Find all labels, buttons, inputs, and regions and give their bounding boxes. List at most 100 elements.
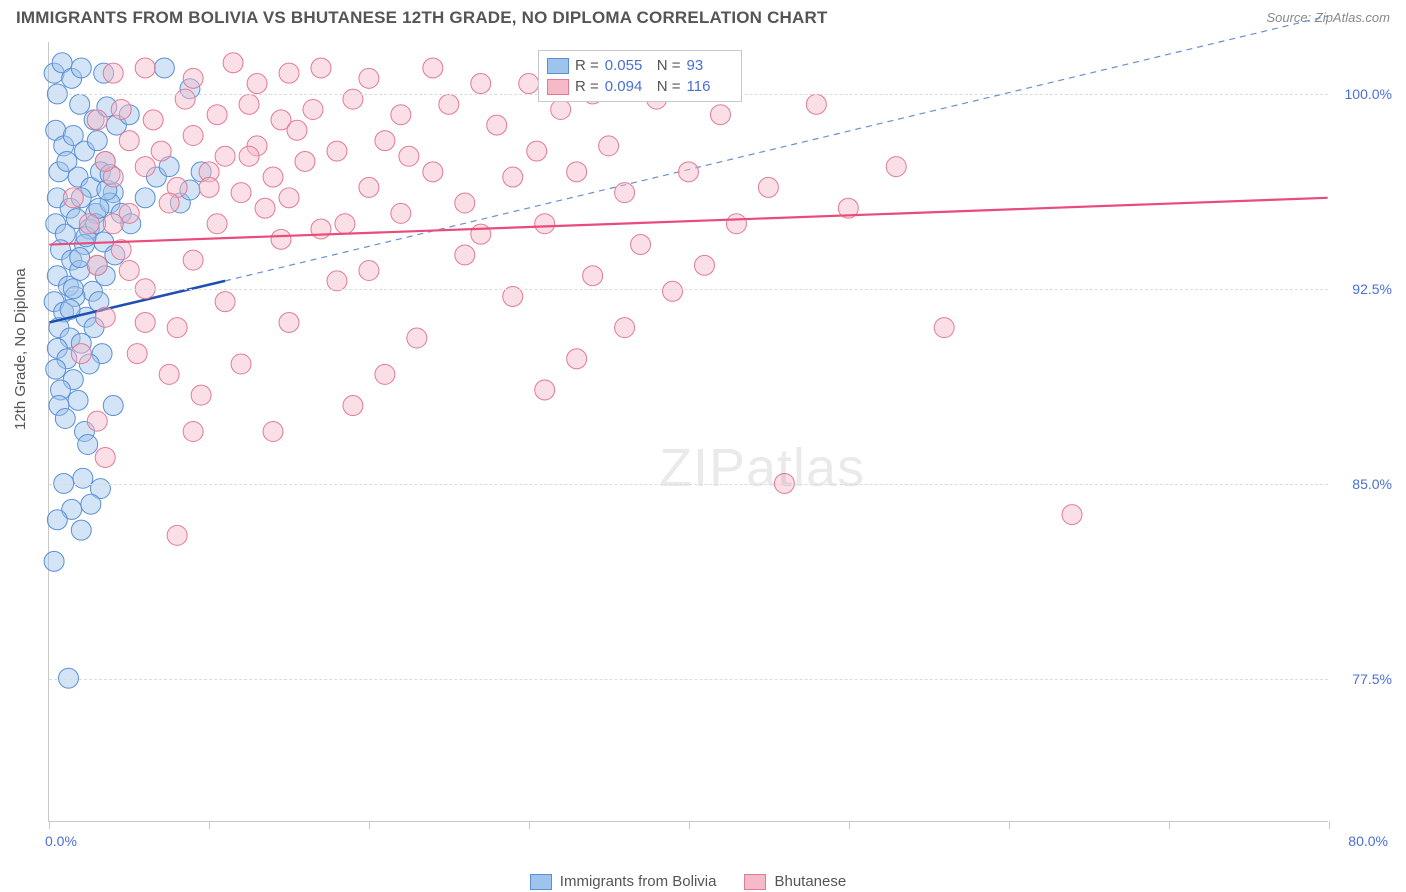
- n-label: N =: [657, 57, 681, 74]
- data-point: [615, 183, 635, 203]
- xtick: [529, 821, 530, 829]
- ytick-label: 100.0%: [1345, 86, 1392, 102]
- data-point: [119, 131, 139, 151]
- data-point: [87, 110, 107, 130]
- data-point: [119, 261, 139, 281]
- data-point: [215, 292, 235, 312]
- data-point: [455, 245, 475, 265]
- data-point: [631, 235, 651, 255]
- xtick: [49, 821, 50, 829]
- xtick: [689, 821, 690, 829]
- data-point: [70, 248, 90, 268]
- data-point: [279, 188, 299, 208]
- swatch-icon: [530, 874, 552, 890]
- data-point: [191, 385, 211, 405]
- data-point: [255, 198, 275, 218]
- data-point: [231, 183, 251, 203]
- n-value: 93: [687, 57, 733, 74]
- legend-stats: R = 0.055 N = 93 R = 0.094 N = 116: [538, 50, 742, 102]
- swatch-icon: [547, 79, 569, 95]
- data-point: [343, 396, 363, 416]
- r-label: R =: [575, 57, 599, 74]
- data-point: [375, 131, 395, 151]
- data-point: [263, 422, 283, 442]
- gridline: [49, 484, 1328, 485]
- ytick-label: 77.5%: [1352, 671, 1392, 687]
- legend-item: Immigrants from Bolivia: [530, 873, 717, 890]
- data-point: [103, 214, 123, 234]
- data-point: [207, 105, 227, 125]
- data-point: [199, 177, 219, 197]
- data-point: [159, 364, 179, 384]
- data-point: [46, 359, 66, 379]
- data-point: [886, 157, 906, 177]
- data-point: [127, 344, 147, 364]
- data-point: [183, 422, 203, 442]
- data-point: [47, 510, 67, 530]
- xtick: [209, 821, 210, 829]
- data-point: [135, 157, 155, 177]
- data-point: [375, 364, 395, 384]
- data-point: [567, 162, 587, 182]
- data-point: [615, 318, 635, 338]
- data-point: [70, 94, 90, 114]
- swatch-icon: [547, 58, 569, 74]
- data-point: [87, 131, 107, 151]
- data-point: [81, 494, 101, 514]
- data-point: [103, 63, 123, 83]
- data-point: [359, 68, 379, 88]
- data-point: [407, 328, 427, 348]
- swatch-icon: [744, 874, 766, 890]
- ytick-label: 92.5%: [1352, 281, 1392, 297]
- y-axis-label: 12th Grade, No Diploma: [12, 268, 29, 430]
- data-point: [263, 167, 283, 187]
- data-point: [215, 146, 235, 166]
- data-point: [535, 380, 555, 400]
- data-point: [423, 58, 443, 78]
- data-point: [231, 354, 251, 374]
- data-point: [295, 151, 315, 171]
- data-point: [143, 110, 163, 130]
- legend-stats-row: R = 0.094 N = 116: [547, 76, 733, 97]
- data-point: [471, 224, 491, 244]
- data-point: [287, 120, 307, 140]
- xtick: [369, 821, 370, 829]
- data-point: [239, 146, 259, 166]
- gridline: [49, 289, 1328, 290]
- data-point: [183, 125, 203, 145]
- data-point: [567, 349, 587, 369]
- data-point: [71, 520, 91, 540]
- legend-label: Immigrants from Bolivia: [560, 873, 717, 890]
- data-point: [535, 214, 555, 234]
- source-prefix: Source:: [1266, 10, 1314, 25]
- data-point: [439, 94, 459, 114]
- legend-item: Bhutanese: [744, 873, 846, 890]
- data-point: [167, 318, 187, 338]
- scatter-plot: [49, 42, 1328, 821]
- data-point: [551, 100, 571, 120]
- data-point: [679, 162, 699, 182]
- data-point: [239, 94, 259, 114]
- data-point: [527, 141, 547, 161]
- data-point: [519, 74, 539, 94]
- data-point: [327, 141, 347, 161]
- data-point: [710, 105, 730, 125]
- data-point: [135, 188, 155, 208]
- data-point: [663, 281, 683, 301]
- r-value: 0.055: [605, 57, 651, 74]
- data-point: [87, 411, 107, 431]
- data-point: [455, 193, 475, 213]
- legend-stats-row: R = 0.055 N = 93: [547, 55, 733, 76]
- data-point: [399, 146, 419, 166]
- data-point: [73, 468, 93, 488]
- source: Source: ZipAtlas.com: [1266, 9, 1390, 27]
- xtick-label: 0.0%: [45, 833, 77, 849]
- data-point: [503, 167, 523, 187]
- data-point: [599, 136, 619, 156]
- data-point: [95, 307, 115, 327]
- data-point: [175, 89, 195, 109]
- xtick-label: 80.0%: [1348, 833, 1388, 849]
- data-point: [934, 318, 954, 338]
- xtick: [1329, 821, 1330, 829]
- n-value: 116: [687, 78, 733, 95]
